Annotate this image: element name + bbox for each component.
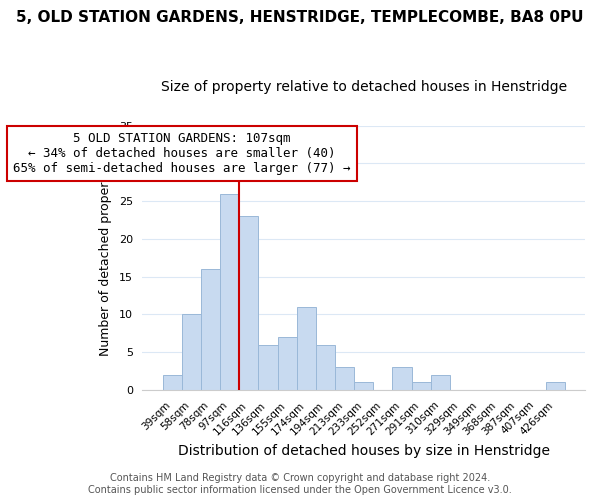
Title: Size of property relative to detached houses in Henstridge: Size of property relative to detached ho… [161,80,567,94]
Bar [392,368,412,390]
Bar [278,337,296,390]
Bar [412,382,431,390]
Y-axis label: Number of detached properties: Number of detached properties [98,160,112,356]
Bar [354,382,373,390]
X-axis label: Distribution of detached houses by size in Henstridge: Distribution of detached houses by size … [178,444,550,458]
Text: Contains HM Land Registry data © Crown copyright and database right 2024.
Contai: Contains HM Land Registry data © Crown c… [88,474,512,495]
Bar [316,344,335,390]
Bar [182,314,201,390]
Bar [431,375,450,390]
Text: 5 OLD STATION GARDENS: 107sqm
← 34% of detached houses are smaller (40)
65% of s: 5 OLD STATION GARDENS: 107sqm ← 34% of d… [13,132,350,175]
Bar [259,344,278,390]
Bar [201,269,220,390]
Bar [239,216,259,390]
Bar [546,382,565,390]
Bar [335,368,354,390]
Text: 5, OLD STATION GARDENS, HENSTRIDGE, TEMPLECOMBE, BA8 0PU: 5, OLD STATION GARDENS, HENSTRIDGE, TEMP… [16,10,584,25]
Bar [163,375,182,390]
Bar [220,194,239,390]
Bar [296,307,316,390]
